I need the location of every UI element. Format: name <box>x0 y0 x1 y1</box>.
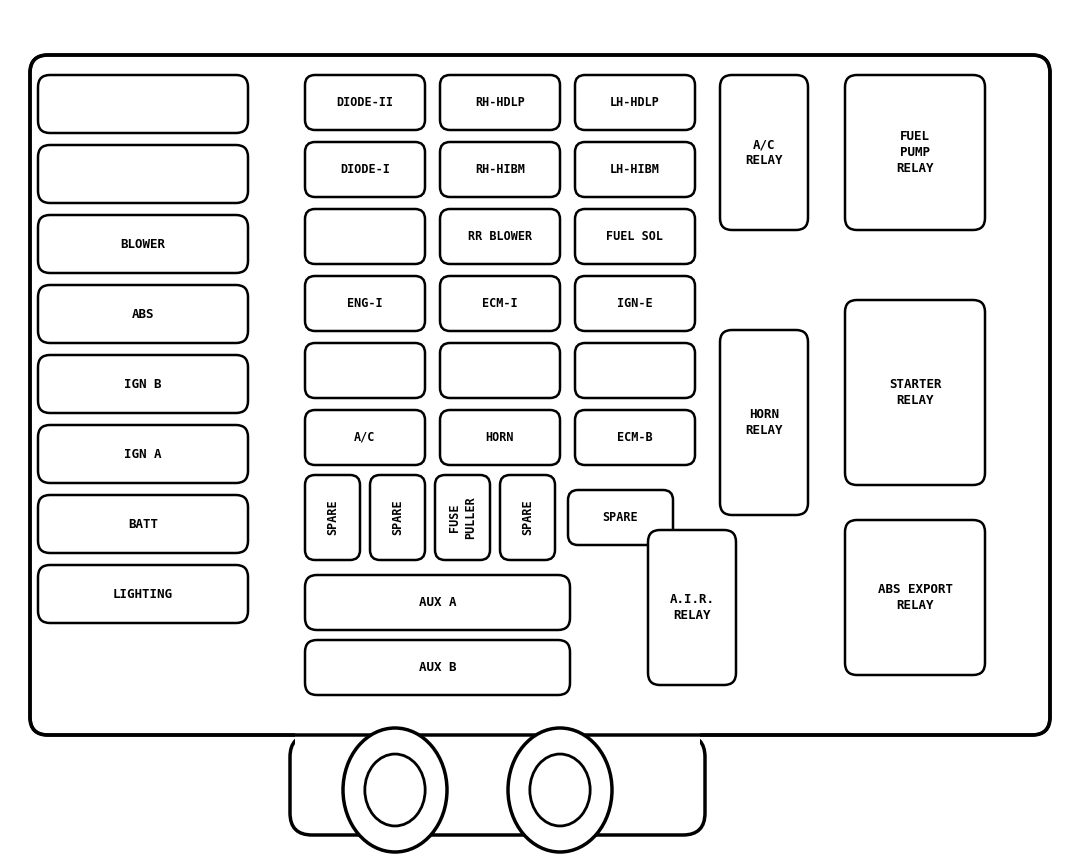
FancyBboxPatch shape <box>435 475 490 560</box>
FancyBboxPatch shape <box>440 343 560 398</box>
FancyBboxPatch shape <box>575 343 695 398</box>
Text: RR BLOWER: RR BLOWER <box>467 230 532 243</box>
FancyBboxPatch shape <box>845 520 985 675</box>
Text: SPARE: SPARE <box>326 500 339 535</box>
Text: FUEL SOL: FUEL SOL <box>607 230 663 243</box>
FancyBboxPatch shape <box>305 575 570 630</box>
Text: ECM-B: ECM-B <box>617 431 653 444</box>
FancyBboxPatch shape <box>440 410 560 465</box>
Ellipse shape <box>365 754 425 826</box>
Text: IGN B: IGN B <box>124 378 162 390</box>
FancyBboxPatch shape <box>440 142 560 197</box>
Text: SPARE: SPARE <box>521 500 534 535</box>
Text: ABS EXPORT
RELAY: ABS EXPORT RELAY <box>877 583 952 612</box>
FancyBboxPatch shape <box>720 75 808 230</box>
FancyBboxPatch shape <box>575 75 695 130</box>
FancyBboxPatch shape <box>305 142 425 197</box>
Text: SPARE: SPARE <box>602 511 638 524</box>
FancyBboxPatch shape <box>38 75 248 133</box>
FancyBboxPatch shape <box>720 330 808 515</box>
Text: LH-HDLP: LH-HDLP <box>610 96 660 109</box>
FancyBboxPatch shape <box>305 475 360 560</box>
Text: A/C
RELAY: A/C RELAY <box>746 138 783 167</box>
Text: HORN
RELAY: HORN RELAY <box>746 408 783 437</box>
Bar <box>295 730 700 755</box>
FancyBboxPatch shape <box>845 75 985 230</box>
FancyBboxPatch shape <box>370 475 425 560</box>
Text: BATT: BATT <box>128 518 158 531</box>
FancyBboxPatch shape <box>575 209 695 264</box>
FancyBboxPatch shape <box>305 75 425 130</box>
FancyBboxPatch shape <box>38 145 248 203</box>
Text: ECM-I: ECM-I <box>483 297 517 310</box>
FancyBboxPatch shape <box>845 300 985 485</box>
FancyBboxPatch shape <box>575 410 695 465</box>
FancyBboxPatch shape <box>305 276 425 331</box>
FancyBboxPatch shape <box>30 55 1050 735</box>
Text: BLOWER: BLOWER <box>121 237 165 250</box>
Text: A.I.R.
RELAY: A.I.R. RELAY <box>670 593 714 622</box>
FancyBboxPatch shape <box>575 276 695 331</box>
FancyBboxPatch shape <box>575 142 695 197</box>
Text: IGN-E: IGN-E <box>617 297 653 310</box>
Text: DIODE-II: DIODE-II <box>337 96 393 109</box>
FancyBboxPatch shape <box>500 475 555 560</box>
FancyBboxPatch shape <box>440 75 560 130</box>
Text: IGN A: IGN A <box>124 447 162 460</box>
Text: FUSE
PULLER: FUSE PULLER <box>448 496 477 539</box>
FancyBboxPatch shape <box>648 530 736 685</box>
Text: RH-HIBM: RH-HIBM <box>475 163 525 176</box>
Ellipse shape <box>343 728 447 852</box>
FancyBboxPatch shape <box>38 565 248 623</box>
FancyBboxPatch shape <box>38 215 248 273</box>
FancyBboxPatch shape <box>305 343 425 398</box>
FancyBboxPatch shape <box>440 209 560 264</box>
FancyBboxPatch shape <box>38 495 248 553</box>
Text: LH-HIBM: LH-HIBM <box>610 163 660 176</box>
Text: DIODE-I: DIODE-I <box>340 163 390 176</box>
Text: ABS: ABS <box>132 308 154 321</box>
Ellipse shape <box>529 754 590 826</box>
Ellipse shape <box>508 728 612 852</box>
Text: HORN: HORN <box>486 431 514 444</box>
Text: AUX B: AUX B <box>418 661 457 674</box>
Text: RH-HDLP: RH-HDLP <box>475 96 525 109</box>
FancyBboxPatch shape <box>440 276 560 331</box>
Text: SPARE: SPARE <box>391 500 404 535</box>
FancyBboxPatch shape <box>38 355 248 413</box>
FancyBboxPatch shape <box>290 735 705 835</box>
FancyBboxPatch shape <box>305 640 570 695</box>
FancyBboxPatch shape <box>569 490 673 545</box>
Text: LIGHTING: LIGHTING <box>113 587 173 600</box>
FancyBboxPatch shape <box>38 425 248 483</box>
FancyBboxPatch shape <box>305 410 425 465</box>
Text: A/C: A/C <box>354 431 376 444</box>
Text: STARTER
RELAY: STARTER RELAY <box>889 378 941 407</box>
Text: FUEL
PUMP
RELAY: FUEL PUMP RELAY <box>897 130 934 175</box>
FancyBboxPatch shape <box>305 209 425 264</box>
Text: ENG-I: ENG-I <box>347 297 383 310</box>
FancyBboxPatch shape <box>38 285 248 343</box>
Text: AUX A: AUX A <box>418 596 457 609</box>
